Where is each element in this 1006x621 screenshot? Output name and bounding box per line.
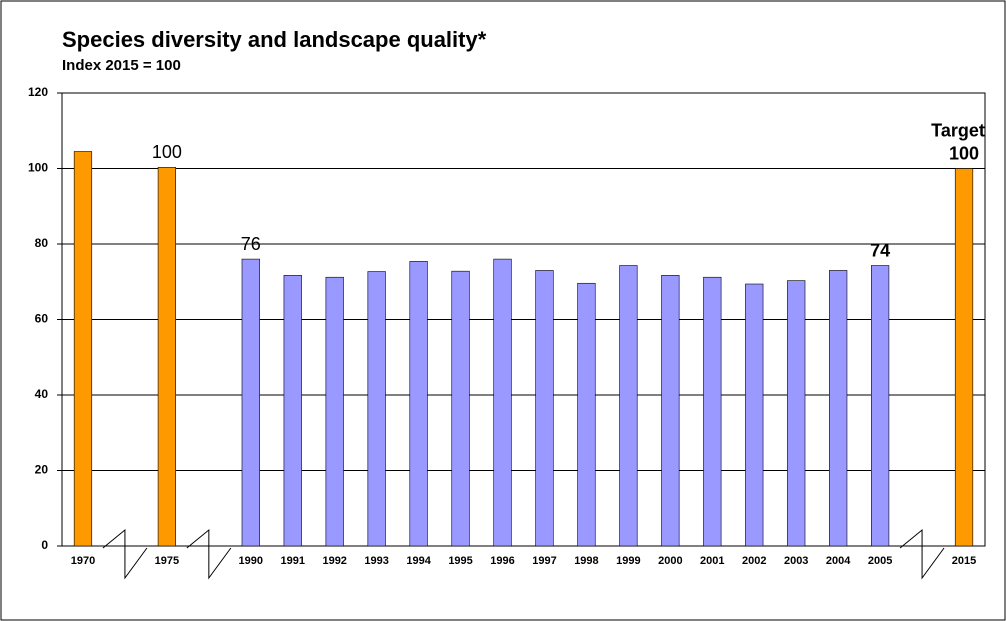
x-tick-label: 1997 bbox=[532, 555, 556, 567]
y-tick-label: 100 bbox=[28, 161, 48, 175]
x-tick-label: 2015 bbox=[952, 555, 976, 567]
y-tick-label: 0 bbox=[41, 538, 48, 552]
bar bbox=[703, 276, 722, 547]
bar bbox=[157, 167, 176, 547]
bar bbox=[535, 270, 554, 547]
x-tick-label: 1992 bbox=[322, 555, 346, 567]
value-label: 100 bbox=[949, 143, 979, 163]
bar bbox=[745, 283, 764, 547]
x-tick-label: 2002 bbox=[742, 555, 766, 567]
bar bbox=[829, 270, 848, 547]
bar bbox=[73, 151, 93, 547]
x-tick-label: 1990 bbox=[239, 555, 263, 567]
x-tick-label: 1991 bbox=[281, 555, 305, 567]
bar bbox=[451, 270, 470, 547]
y-tick-label: 20 bbox=[35, 463, 49, 477]
x-tick-label: 2000 bbox=[658, 555, 682, 567]
bar bbox=[577, 282, 596, 547]
y-tick-label: 40 bbox=[35, 387, 49, 401]
value-label: 74 bbox=[870, 240, 890, 260]
axis-break bbox=[186, 528, 232, 580]
bar bbox=[954, 168, 974, 547]
axis-break bbox=[899, 528, 945, 580]
bar bbox=[871, 265, 890, 547]
bar bbox=[661, 275, 680, 547]
x-tick-label: 2003 bbox=[784, 555, 808, 567]
bar bbox=[367, 271, 386, 547]
x-tick-label: 1970 bbox=[71, 555, 95, 567]
x-tick-label: 1995 bbox=[448, 555, 472, 567]
y-tick-label: 60 bbox=[35, 312, 49, 326]
x-tick-label: 2005 bbox=[868, 555, 892, 567]
chart-title: Species diversity and landscape quality* bbox=[62, 27, 487, 52]
y-tick-label: 120 bbox=[28, 85, 48, 99]
x-tick-label: 1998 bbox=[574, 555, 598, 567]
axis-break bbox=[102, 528, 148, 580]
x-tick-label: 1999 bbox=[616, 555, 640, 567]
bar bbox=[787, 280, 806, 547]
bar bbox=[241, 258, 260, 547]
x-tick-label: 1994 bbox=[406, 555, 431, 567]
value-label: 76 bbox=[241, 234, 261, 254]
y-tick-label: 80 bbox=[35, 236, 49, 250]
bar bbox=[493, 258, 512, 547]
value-label: 100 bbox=[152, 142, 182, 162]
x-tick-label: 2004 bbox=[826, 555, 851, 567]
bar bbox=[283, 275, 302, 547]
bar bbox=[409, 261, 428, 547]
x-tick-label: 1996 bbox=[490, 555, 514, 567]
x-tick-label: 1993 bbox=[364, 555, 388, 567]
chart-subtitle: Index 2015 = 100 bbox=[62, 57, 181, 74]
x-tick-label: 2001 bbox=[700, 555, 724, 567]
annotation: Target bbox=[931, 120, 985, 140]
bar bbox=[325, 276, 344, 547]
bar bbox=[619, 265, 638, 547]
x-tick-label: 1975 bbox=[155, 555, 179, 567]
